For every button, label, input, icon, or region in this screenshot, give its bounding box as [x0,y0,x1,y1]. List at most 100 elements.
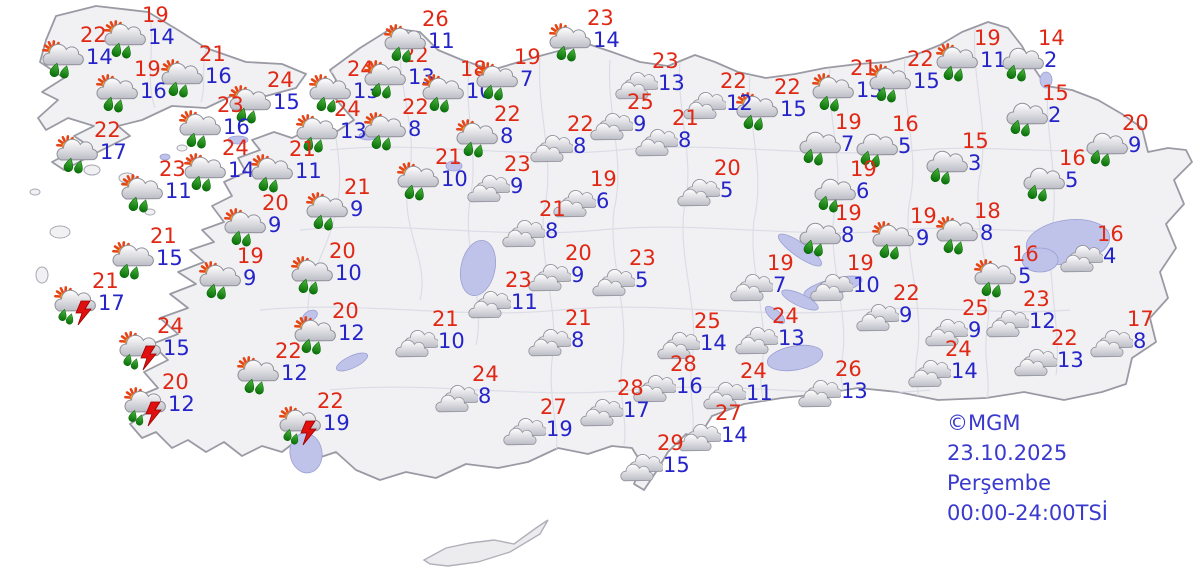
high-temperature: 19 [134,57,161,81]
weather-station: 23 11 [467,270,543,338]
high-temperature: 19 [835,110,862,134]
weather-station: 20 12 [294,301,370,369]
high-temperature: 24 [472,362,499,386]
low-temperature: 9 [510,174,524,198]
low-temperature: 15 [273,90,300,114]
weather-station: 14 2 [1000,28,1076,96]
weather-station: 22 13 [1013,328,1089,396]
province-borders [259,27,1131,456]
low-temperature: 15 [156,246,183,270]
low-temperature: 8 [500,124,514,148]
high-temperature: 25 [627,90,654,114]
weather-station: 22 17 [56,120,132,188]
credit-copyright: ©MGM [947,411,1021,435]
high-temperature: 25 [962,296,989,320]
low-temperature: 10 [335,261,362,285]
weather-station: 22 9 [855,283,931,351]
low-temperature: 14 [721,423,748,447]
high-temperature: 19 [847,251,874,275]
weather-station: 24 14 [907,339,983,407]
low-temperature: 8 [980,221,994,245]
low-temperature: 11 [295,159,322,183]
high-temperature: 14 [1038,26,1065,50]
low-temperature: 9 [571,263,585,287]
high-temperature: 26 [835,357,862,381]
cyprus-island [422,519,549,567]
high-temperature: 19 [974,26,1001,50]
low-temperature: 8 [408,117,422,141]
weather-station: 20 9 [527,243,603,311]
high-temperature: 24 [740,359,767,383]
low-temperature: 5 [1018,264,1032,288]
low-temperature: 19 [546,417,573,441]
low-temperature: 17 [100,140,127,164]
lakes [159,71,1111,474]
weather-station: 21 17 [54,271,130,339]
low-temperature: 13 [841,379,868,403]
weather-station: 21 16 [161,44,237,112]
low-temperature: 2 [1044,48,1058,72]
weather-station: 21 15 [112,226,188,294]
weather-station: 24 13 [296,99,372,167]
high-temperature: 22 [402,95,429,119]
low-temperature: 12 [338,321,365,345]
high-temperature: 22 [317,389,344,413]
weather-station: 28 16 [632,354,708,422]
low-temperature: 5 [720,178,734,202]
weather-station: 16 5 [974,244,1050,312]
weather-station: 29 15 [619,433,695,501]
weather-station: 21 10 [394,309,470,377]
high-temperature: 19 [835,201,862,225]
low-temperature: 9 [243,266,257,290]
weather-station: 24 15 [229,70,305,138]
weather-station: 19 14 [104,5,180,73]
weather-station: 24 8 [434,364,510,432]
high-temperature: 24 [267,68,294,92]
low-temperature: 9 [1128,133,1142,157]
weather-station: 22 14 [42,25,118,93]
high-temperature: 22 [275,339,302,363]
low-temperature: 9 [268,213,282,237]
high-temperature: 21 [672,106,699,130]
weather-station: 26 11 [384,9,460,77]
low-temperature: 5 [1065,168,1079,192]
high-temperature: 19 [237,244,264,268]
low-temperature: 14 [86,45,113,69]
low-temperature: 17 [98,291,125,315]
low-temperature: 9 [350,197,364,221]
high-temperature: 18 [974,199,1001,223]
high-temperature: 21 [150,224,177,248]
weather-station: 22 15 [869,49,945,117]
low-temperature: 14 [228,158,255,182]
weather-station: 19 9 [199,246,275,314]
high-temperature: 21 [289,137,316,161]
low-temperature: 14 [951,359,978,383]
high-temperature: 22 [774,75,801,99]
weather-station: 22 15 [736,77,812,145]
high-temperature: 24 [334,97,361,121]
high-temperature: 23 [217,93,244,117]
weather-station: 17 8 [1089,309,1165,377]
weather-station: 23 14 [549,8,625,76]
high-temperature: 21 [344,175,371,199]
weather-station: 19 7 [797,112,873,180]
low-temperature: 10 [853,273,880,297]
weather-station: 21 10 [397,147,473,215]
low-temperature: 6 [596,189,610,213]
weather-station: 16 4 [1059,224,1135,292]
low-temperature: 9 [633,112,647,136]
low-temperature: 12 [1029,309,1056,333]
weather-station: 22 8 [529,114,605,182]
weather-station: 19 8 [797,203,873,271]
low-temperature: 13 [658,71,685,95]
low-temperature: 14 [700,331,727,355]
low-temperature: 11 [511,290,538,314]
high-temperature: 23 [629,246,656,270]
low-temperature: 13 [353,79,380,103]
low-temperature: 15 [780,97,807,121]
high-temperature: 23 [652,49,679,73]
weather-station: 19 6 [552,169,628,237]
high-temperature: 20 [1122,111,1149,135]
high-temperature: 20 [162,370,189,394]
high-temperature: 21 [199,42,226,66]
